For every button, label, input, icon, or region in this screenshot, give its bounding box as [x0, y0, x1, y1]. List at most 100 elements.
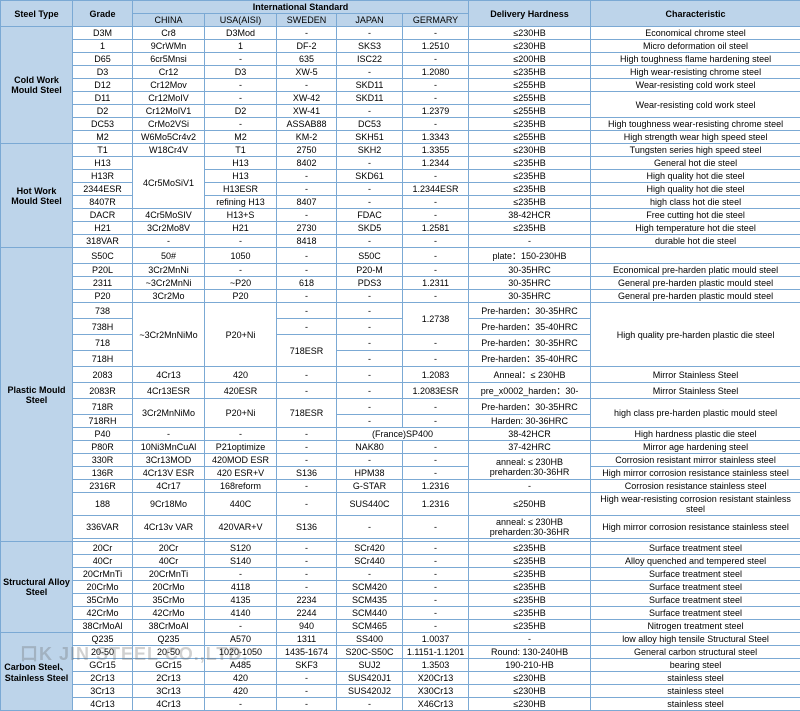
cell: 30-35HRC: [469, 277, 591, 290]
cell: SKD61: [337, 170, 403, 183]
cell: 3Cr13MOD: [133, 454, 205, 467]
cell: plate：150-230HB: [469, 248, 591, 264]
cell: High wear-resisting chrome steel: [591, 66, 800, 79]
cell: 4118: [205, 581, 277, 594]
cell: -: [403, 196, 469, 209]
cell: X20Cr13: [403, 672, 469, 685]
cell: -: [337, 516, 403, 539]
cell: 30-35HRC: [469, 290, 591, 303]
cell: bearing steel: [591, 659, 800, 672]
cell: 3Cr2MnNiMo: [133, 399, 205, 428]
cell: 1.2080: [403, 66, 469, 79]
cell: SKF3: [277, 659, 337, 672]
cell: -: [277, 383, 337, 399]
cell: 1.2316: [403, 480, 469, 493]
cell: Economical chrome steel: [591, 27, 800, 40]
cell: -: [403, 351, 469, 367]
cell: ≤235HB: [469, 620, 591, 633]
cell: High hardness plastic die steel: [591, 428, 800, 441]
cell: 8402: [277, 157, 337, 170]
cell: -: [277, 264, 337, 277]
cell: -: [277, 303, 337, 319]
cell: -: [403, 542, 469, 555]
cell: 1311: [277, 633, 337, 646]
cell: -: [277, 542, 337, 555]
cell: pre_x0002_harden：30-: [469, 383, 591, 399]
cell: -: [337, 183, 403, 196]
cell: 2Cr13: [73, 672, 133, 685]
th-china: CHINA: [133, 14, 205, 27]
cell: -: [403, 441, 469, 454]
cell: 42CrMo: [133, 607, 205, 620]
cell: -: [205, 568, 277, 581]
cell: D12: [73, 79, 133, 92]
cell: 20CrMnTi: [133, 568, 205, 581]
cell: -: [205, 79, 277, 92]
cell: 1.2344: [403, 157, 469, 170]
cell: SUS420J1: [337, 672, 403, 685]
cell: P20: [73, 290, 133, 303]
cell: Surface treatment steel: [591, 542, 800, 555]
cell: High mirror corrosion resistance stainle…: [591, 516, 800, 539]
cell: -: [403, 290, 469, 303]
cell: Pre-harden：30-35HRC: [469, 303, 591, 319]
cell: -: [403, 118, 469, 131]
cell: Pre-harden：35-40HRC: [469, 319, 591, 335]
cell: 20CrMnTi: [73, 568, 133, 581]
cell: 2344ESR: [73, 183, 133, 196]
cell: 40Cr: [133, 555, 205, 568]
cell: X30Cr13: [403, 685, 469, 698]
th-grade: Grade: [73, 1, 133, 27]
cell: Cr12MoIV: [133, 92, 205, 105]
th-delivery: Delivery Hardness: [469, 1, 591, 27]
cell: H13: [73, 157, 133, 170]
type-cold: Cold Work Mould Steel: [1, 27, 73, 144]
cell: M2: [205, 131, 277, 144]
cell: 4Cr13: [73, 698, 133, 711]
cell: SCM440: [337, 607, 403, 620]
cell: -: [337, 698, 403, 711]
type-plastic: Plastic Mould Steel: [1, 248, 73, 542]
cell: -: [337, 383, 403, 399]
cell: stainless steel: [591, 685, 800, 698]
cell: ~3Cr2MnNi: [133, 277, 205, 290]
cell: ISC22: [337, 53, 403, 66]
cell: -: [403, 209, 469, 222]
cell: low alloy high tensile Structural Steel: [591, 633, 800, 646]
cell: 9CrWMn: [133, 40, 205, 53]
cell: 1.0037: [403, 633, 469, 646]
cell: 1.2581: [403, 222, 469, 235]
cell: ≤230HB: [469, 672, 591, 685]
cell: -: [205, 53, 277, 66]
cell: Mirror age hardening steel: [591, 441, 800, 454]
cell: -: [277, 493, 337, 516]
cell: S136: [277, 467, 337, 480]
cell: -: [337, 454, 403, 467]
cell: 420 ESR+V: [205, 467, 277, 480]
cell: -: [277, 672, 337, 685]
cell: ≤250HB: [469, 493, 591, 516]
cell: 2730: [277, 222, 337, 235]
cell: 3Cr13: [133, 685, 205, 698]
cell: 2244: [277, 607, 337, 620]
cell: 2311: [73, 277, 133, 290]
th-japan: JAPAN: [337, 14, 403, 27]
cell: 35CrMo: [133, 594, 205, 607]
cell: 1.2738: [403, 303, 469, 335]
cell: -: [277, 454, 337, 467]
cell: 738: [73, 303, 133, 319]
cell: Round: 130-240HB: [469, 646, 591, 659]
cell: ~3Cr2MnNiMo: [133, 303, 205, 367]
th-char: Characteristic: [591, 1, 800, 27]
cell: 3Cr2Mo: [133, 290, 205, 303]
cell: -: [277, 170, 337, 183]
cell: SS400: [337, 633, 403, 646]
cell: -: [337, 105, 403, 118]
cell: General pre-harden plastic mould steel: [591, 290, 800, 303]
cell: High temperature hot die steel: [591, 222, 800, 235]
cell: Harden: 30-36HRC: [469, 415, 591, 428]
cell: W18Cr4V: [133, 144, 205, 157]
cell: anneal: ≤ 230HB preharden:30-36HR: [469, 516, 591, 539]
th-germany: GERMARY: [403, 14, 469, 27]
cell: 38-42HCR: [469, 209, 591, 222]
